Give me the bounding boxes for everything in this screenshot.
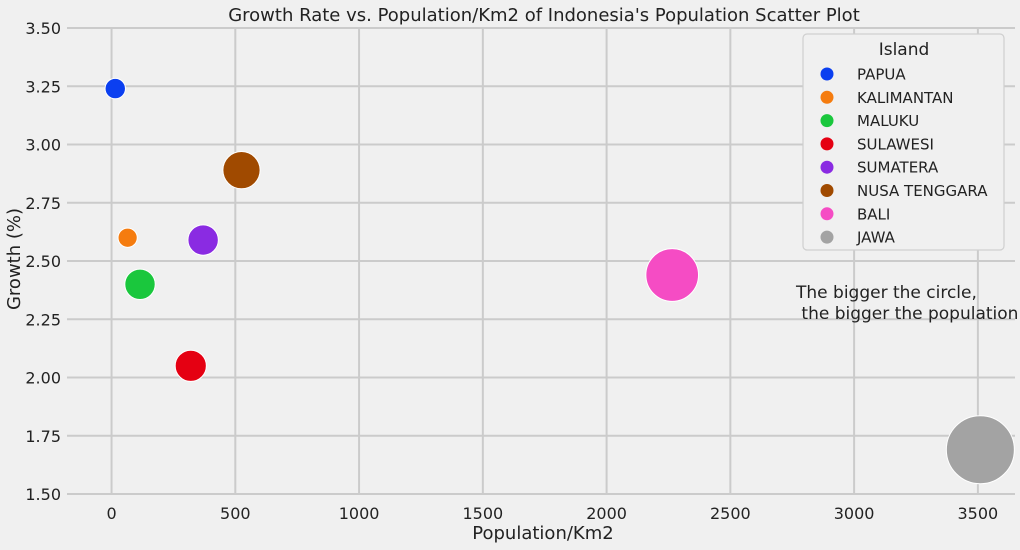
- data-point: [174, 349, 207, 382]
- legend-marker: [820, 207, 834, 221]
- legend-marker: [820, 230, 834, 244]
- x-tick-label: 3500: [958, 504, 999, 523]
- y-tick-label: 1.50: [25, 485, 61, 504]
- legend-items: PAPUA KALIMANTAN MALUKU SULAWESI SUMATERA NUS…: [820, 66, 988, 247]
- chart-title: Growth Rate vs. Population/Km2 of Indone…: [228, 5, 860, 26]
- x-tick-label: 1000: [339, 504, 380, 523]
- legend-marker: [820, 90, 834, 104]
- x-tick-label: 1500: [462, 504, 503, 523]
- data-point: [645, 248, 700, 302]
- legend-box: [802, 33, 1005, 251]
- data-point: [104, 77, 126, 100]
- legend-label: KALIMANTAN: [857, 89, 954, 107]
- data-point: [187, 224, 219, 256]
- legend-marker: [820, 114, 834, 128]
- data-point: [222, 151, 261, 190]
- y-tick-label: 2.00: [25, 369, 61, 388]
- annotation-line-1: The bigger the circle,: [795, 283, 977, 303]
- y-tick-label: 2.75: [25, 194, 61, 213]
- size-annotation: The bigger the circle, the bigger the po…: [795, 283, 1020, 324]
- x-tick-label: 500: [220, 504, 251, 523]
- legend-label: NUSA TENGGARA: [857, 182, 988, 200]
- legend-marker: [820, 137, 834, 151]
- data-point: [945, 415, 1015, 485]
- tick-labels: 0 500 1000 1500 2000 2500 3000 3500 1.50 1.75 2.00…: [25, 19, 998, 523]
- x-tick-label: 3000: [834, 504, 875, 523]
- x-tick-label: 0: [106, 504, 116, 523]
- legend-label: SULAWESI: [857, 135, 934, 153]
- legend-marker: [820, 184, 834, 197]
- legend-marker: [820, 67, 834, 81]
- data-point: [124, 268, 156, 301]
- legend: Island PAPUA KALIMANTAN MALUKU SULAWESI SUMA…: [802, 33, 1005, 251]
- y-axis-label: Growth (%): [4, 208, 25, 310]
- legend-label: JAWA: [856, 229, 896, 247]
- legend-marker: [820, 160, 834, 174]
- x-tick-label: 2500: [710, 504, 751, 523]
- legend-title: Island: [879, 40, 930, 60]
- y-tick-label: 3.00: [25, 136, 61, 155]
- data-points: [104, 77, 1015, 485]
- y-tick-label: 2.50: [25, 252, 61, 271]
- data-point: [117, 227, 138, 248]
- y-tick-label: 3.50: [25, 19, 61, 38]
- x-axis-label: Population/Km2: [472, 523, 613, 544]
- annotation-line-2: the bigger the population.: [796, 304, 1020, 324]
- legend-label: BALI: [857, 205, 890, 223]
- legend-label: SUMATERA: [857, 159, 939, 177]
- x-tick-label: 2000: [586, 504, 627, 523]
- y-tick-label: 3.25: [25, 77, 61, 96]
- legend-label: PAPUA: [857, 66, 906, 84]
- y-tick-label: 1.75: [25, 427, 61, 446]
- y-tick-label: 2.25: [25, 310, 61, 329]
- legend-label: MALUKU: [857, 112, 919, 130]
